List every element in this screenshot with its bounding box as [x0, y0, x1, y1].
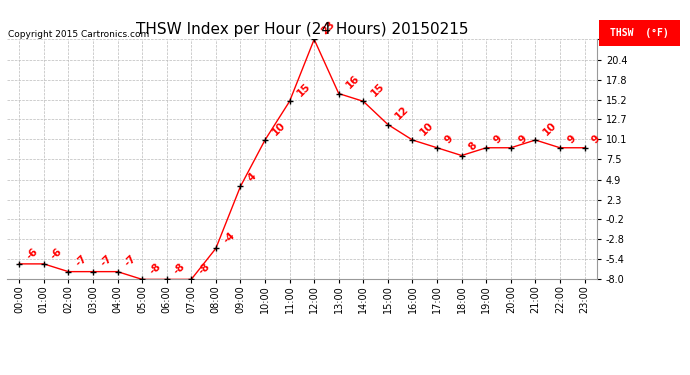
- Text: -8: -8: [148, 261, 163, 277]
- Text: 10: 10: [541, 120, 558, 137]
- Text: 9: 9: [566, 133, 578, 145]
- Text: THSW  (°F): THSW (°F): [610, 28, 669, 38]
- Text: Copyright 2015 Cartronics.com: Copyright 2015 Cartronics.com: [8, 30, 150, 39]
- Text: 15: 15: [295, 81, 313, 99]
- Text: -7: -7: [123, 254, 139, 269]
- Text: -8: -8: [172, 261, 188, 277]
- Text: 9: 9: [516, 133, 529, 145]
- Text: -6: -6: [25, 246, 40, 261]
- Text: 4: 4: [246, 171, 258, 184]
- Text: 9: 9: [442, 133, 455, 145]
- Text: 10: 10: [270, 120, 288, 137]
- Text: 23: 23: [319, 19, 337, 37]
- Text: 9: 9: [492, 133, 504, 145]
- Text: -6: -6: [49, 246, 65, 261]
- Text: 16: 16: [344, 74, 362, 91]
- Text: 10: 10: [418, 120, 435, 137]
- Text: 12: 12: [393, 104, 411, 122]
- Text: -8: -8: [197, 261, 212, 277]
- Text: 9: 9: [590, 133, 602, 145]
- Text: -7: -7: [74, 254, 89, 269]
- Title: THSW Index per Hour (24 Hours) 20150215: THSW Index per Hour (24 Hours) 20150215: [136, 22, 468, 37]
- Text: 8: 8: [467, 141, 480, 153]
- Text: -4: -4: [221, 230, 237, 246]
- Text: -7: -7: [99, 254, 114, 269]
- Text: 15: 15: [369, 81, 386, 99]
